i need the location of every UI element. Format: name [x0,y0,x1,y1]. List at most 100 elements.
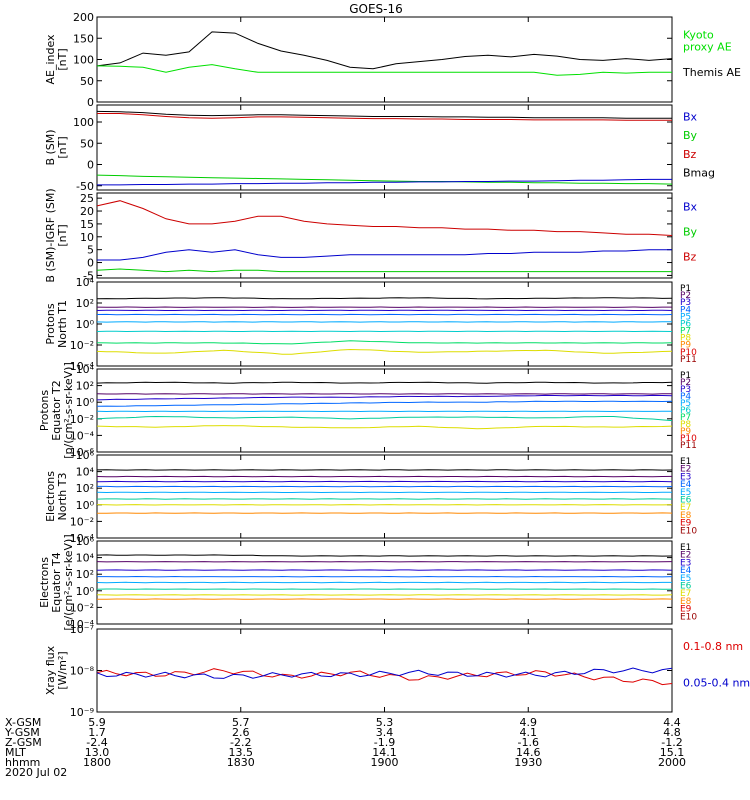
legend-entry: E4 [680,566,692,576]
series-line-bx [97,249,672,261]
panel-bsm: -50 0 50 100 B (SM)[nT] Bx By Bz Bmag [44,104,715,193]
series-line-p1 [96,381,673,384]
y-tick-label: 10⁴ [76,466,95,479]
panel-ae: 0 50 100 150 200 AE_index[nT] Kyoto proxy AE The… [44,11,741,109]
y-axis-label: ElectronsNorth T3 [44,471,69,522]
ephemeris-value: 13.5 [229,746,254,759]
y-axis-label: ElectronsEquator T4[e/(cm²-s-sr-keV)] [38,534,75,630]
ephemeris-value: 4.4 [663,716,681,729]
y-axis-label: B (SM)[nT] [44,129,69,165]
y-axis-label: ProtonsNorth T1 [44,300,69,348]
y-tick-label: 0 [87,159,94,172]
series-line-kyoto-proxy-ae [96,64,672,76]
ephemeris-value: -2.2 [230,736,251,749]
legend-entry: Bz [683,250,697,263]
y-tick-label: 0 [87,257,94,270]
legend-entry: P9 [680,427,691,437]
legend-entry: P11 [680,355,697,365]
panel-frame [96,281,673,367]
y-tick-label: 10⁻⁴ [70,618,95,631]
y-tick-label: 10⁻⁴ [70,360,95,373]
legend-entry: By [683,129,698,142]
ephemeris-label: MLT [5,746,26,759]
y-tick-label: 10⁴ [76,276,95,289]
y-axis-label: AE_index[nT] [44,34,69,85]
y-tick-label: 50 [80,75,94,88]
y-tick-label: -50 [76,180,94,193]
series-line-bmag [96,110,672,119]
legend-entry: P3 [680,385,691,395]
y-tick-label: 100 [73,54,94,67]
legend-entry: P4 [680,305,691,315]
legend-entry: P8 [680,420,691,430]
legend-entry: E5 [680,574,691,584]
ephemeris-value: 2000 [658,756,686,769]
series-line-p4 [96,400,673,407]
y-tick-label: 25 [80,192,94,205]
y-tick-label: 10⁶ [76,449,95,462]
y-tick-label: 10 [80,231,94,244]
panel-frame [96,192,673,279]
y-tick-label: 10⁰ [76,318,95,331]
legend-entry: E5 [680,488,691,498]
ephemeris-value: -1.9 [374,736,395,749]
y-tick-label: 10⁻⁸ [70,665,95,678]
ephemeris-value: 1.7 [88,726,106,739]
series-line-themis-ae [96,31,673,70]
y-tick-label: 150 [73,32,94,45]
ephemeris-value: 4.9 [520,716,538,729]
ephemeris-value: 14.1 [372,746,397,759]
legend-entry: P6 [680,319,691,329]
series-line-0-1-0-8-nm [96,668,673,686]
y-tick-label: -5 [83,269,94,282]
legend-entry: Bz [683,148,697,161]
ephemeris-label: Y-GSM [4,726,40,739]
series-line-by [96,174,673,185]
legend-entry: P7 [680,413,691,423]
y-tick-label: 10² [76,297,94,310]
series-line-bz [97,113,672,121]
ephemeris-value: 5.7 [232,716,250,729]
series-line-p1 [96,297,673,300]
ephemeris-value: 5.9 [88,716,106,729]
legend-entry: E3 [680,472,691,482]
y-tick-label: 10⁻² [70,413,94,426]
series-line-p6 [96,415,673,422]
legend-entry: E4 [680,480,692,490]
ephemeris-value: 3.4 [376,726,394,739]
series-line-bz [96,200,673,236]
y-axis-label: ProtonsEquator T2[p/(cm²-s-sr-keV)] [38,362,75,459]
y-tick-label: 10⁻² [70,601,94,614]
y-tick-label: 10⁶ [76,535,95,548]
ephemeris-value: -1.2 [661,736,682,749]
legend-entry: P4 [680,392,691,402]
ephemeris-value: 14.6 [516,746,541,759]
legend-entry: P8 [680,334,691,344]
legend-entry: E1 [680,457,691,467]
y-tick-label: 10⁻² [70,339,94,352]
legend-entry: E10 [680,526,697,536]
y-axis-label: Xray flux[W/m²] [44,645,69,695]
y-tick-label: 100 [73,116,94,129]
y-tick-label: 5 [87,244,94,257]
y-tick-label: 10⁰ [76,585,95,598]
y-tick-label: 200 [73,11,94,24]
ephemeris-value: 1800 [83,756,111,769]
series-line-p3 [96,394,673,401]
legend-entry: P5 [680,399,691,409]
date-label: 2020 Jul 02 [5,766,67,779]
y-tick-label: 10² [76,568,94,581]
panel-frame [96,454,673,539]
ephemeris-label: Z-GSM [5,736,42,749]
y-tick-label: 10⁰ [76,396,95,409]
legend-entry: E1 [680,543,691,553]
series-line-p8 [96,348,673,355]
series-line-by [96,268,672,273]
ephemeris-value: 1830 [227,756,255,769]
